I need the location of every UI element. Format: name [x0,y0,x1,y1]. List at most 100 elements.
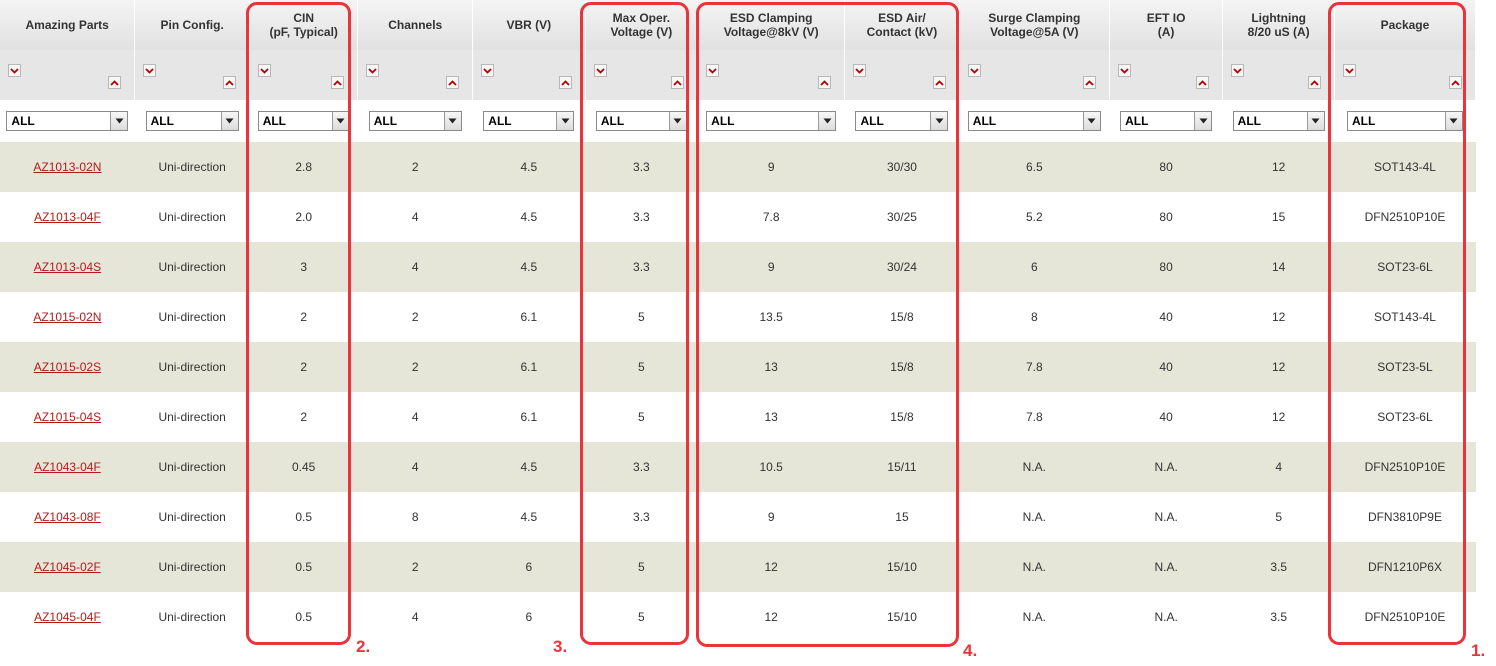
table-row: AZ1043-04F Uni-direction 0.45 4 4.5 3.3 10.5 15… [0,442,1476,492]
table-cell: 40 [1109,342,1223,392]
chevron-up-icon [225,79,234,86]
chevron-up-icon [820,79,829,86]
chevron-down-icon [855,67,864,74]
part-cell: AZ1045-04F [0,592,135,642]
sort-row [0,50,1477,100]
sort-descending-button[interactable] [967,64,981,77]
filter-select[interactable]: ALL [6,111,129,131]
filter-value: ALL [150,114,174,128]
filter-cell: ALL [844,100,960,142]
chevron-up-icon [560,79,570,86]
filter-select[interactable]: ALL [595,111,687,131]
part-link[interactable]: AZ1015-02S [33,360,102,374]
filter-select[interactable]: ALL [145,111,239,131]
sort-ascending-button[interactable] [932,76,946,89]
sort-controls [1222,50,1335,100]
table-body: AZ1013-02N Uni-direction 2.8 2 4.5 3.3 9 30/30 6… [0,142,1476,642]
filter-value: ALL [860,114,884,128]
part-link[interactable]: AZ1015-04S [33,410,102,424]
dropdown-arrow-icon[interactable] [556,112,574,130]
column-header: Surge Clamping Voltage@5A (V) [959,0,1110,50]
filter-select[interactable]: ALL [1346,111,1463,131]
part-cell: AZ1013-04F [0,192,135,242]
sort-ascending-button[interactable] [108,76,122,89]
dropdown-arrow-icon[interactable] [1194,112,1212,130]
sort-controls [249,50,359,100]
filter-select[interactable]: ALL [483,111,575,131]
sort-ascending-button[interactable] [222,76,236,89]
table-cell: 3.3 [585,242,698,292]
table-cell: 8 [357,492,473,542]
filter-select[interactable]: ALL [855,111,949,131]
sort-descending-button[interactable] [853,64,867,77]
filter-select[interactable]: ALL [706,111,837,131]
chevron-up-icon [673,79,682,86]
sort-ascending-button[interactable] [1449,76,1462,89]
sort-ascending-button[interactable] [671,76,685,89]
sort-ascending-button[interactable] [446,76,460,89]
table-cell: 12 [697,542,845,592]
dropdown-arrow-icon[interactable] [1306,112,1324,130]
sort-descending-button[interactable] [1231,64,1245,77]
dropdown-arrow-icon[interactable] [331,112,349,130]
table-cell: 40 [1109,392,1223,442]
table-cell: 4 [357,392,473,442]
part-link[interactable]: AZ1013-02N [33,160,102,174]
sort-ascending-button[interactable] [1196,76,1210,89]
sort-descending-button[interactable] [706,64,720,77]
filter-value: ALL [488,114,512,128]
dropdown-arrow-icon[interactable] [220,112,238,130]
dropdown-arrow-icon[interactable] [1444,112,1462,130]
filter-select[interactable]: ALL [368,111,462,131]
sort-ascending-button[interactable] [331,76,345,89]
column-header: Lightning 8/20 uS (A) [1222,0,1335,50]
part-link[interactable]: AZ1015-02N [33,310,102,324]
sort-ascending-button[interactable] [1307,76,1321,89]
part-link[interactable]: AZ1043-08F [34,510,101,524]
table-cell: 7.8 [959,392,1110,442]
table-cell: DFN3810P9E [1334,492,1476,542]
dropdown-arrow-icon[interactable] [443,112,461,130]
sort-descending-button[interactable] [593,64,607,77]
sort-descending-button[interactable] [1117,64,1131,77]
sort-controls [844,50,960,100]
part-link[interactable]: AZ1045-02F [34,560,101,574]
dropdown-arrow-icon[interactable] [110,112,128,130]
sort-descending-button[interactable] [481,64,495,77]
column-header: Amazing Parts [0,0,136,50]
table-cell: 6.1 [472,342,586,392]
sort-controls [1334,50,1477,100]
sort-ascending-button[interactable] [558,76,572,89]
sort-descending-button[interactable] [8,64,21,77]
part-link[interactable]: AZ1045-04F [34,610,101,624]
chevron-down-icon [483,67,492,74]
table-cell: 3.3 [585,192,698,242]
filter-select[interactable]: ALL [1120,111,1213,131]
chevron-down-icon [1233,67,1243,74]
filter-value: ALL [972,114,997,128]
sort-descending-button[interactable] [257,64,271,77]
column-header: ESD Air/ Contact (kV) [844,0,960,50]
sort-descending-button[interactable] [366,64,380,77]
sort-descending-button[interactable] [143,64,157,77]
part-link[interactable]: AZ1043-04F [34,460,101,474]
table-cell: N.A. [959,492,1110,542]
filter-select[interactable]: ALL [257,111,350,131]
dropdown-arrow-icon[interactable] [818,112,836,130]
table-cell: 4.5 [472,492,586,542]
part-link[interactable]: AZ1013-04F [34,210,101,224]
dropdown-arrow-icon[interactable] [668,112,686,130]
filter-cell: ALL [357,100,473,142]
filter-select[interactable]: ALL [1232,111,1325,131]
sort-descending-button[interactable] [1342,64,1356,77]
dropdown-arrow-icon[interactable] [930,112,948,130]
dropdown-arrow-icon[interactable] [1082,112,1100,130]
header-row: Amazing Parts Pin Config. CIN (pF, Typical… [0,0,1477,50]
sort-ascending-button[interactable] [818,76,832,89]
filter-select[interactable]: ALL [967,111,1101,131]
sort-ascending-button[interactable] [1082,76,1096,89]
table-cell: 12 [1222,292,1335,342]
table-cell: N.A. [959,542,1110,592]
part-link[interactable]: AZ1013-04S [33,260,102,274]
part-cell: AZ1015-02N [0,292,135,342]
